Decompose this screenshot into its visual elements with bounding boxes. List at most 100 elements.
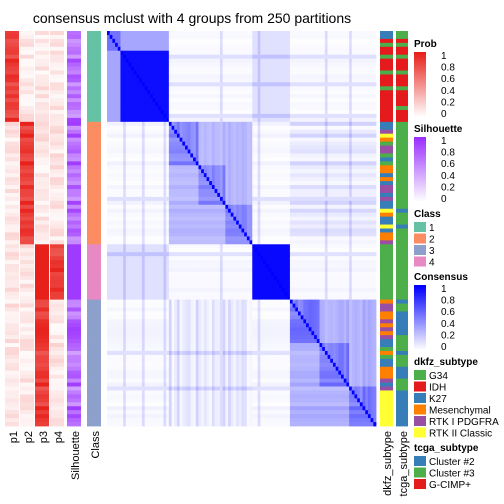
consensus-cell: [176, 141, 181, 146]
consensus-cell: [241, 185, 245, 190]
consensus-cell: [287, 149, 291, 154]
consensus-cell: [257, 145, 261, 150]
consensus-cell: [182, 66, 186, 71]
prob-cell: [35, 236, 49, 241]
consensus-cell: [349, 38, 353, 44]
consensus-cell: [236, 177, 240, 182]
consensus-cell: [185, 161, 189, 166]
consensus-cell: [349, 54, 353, 60]
consensus-cell: [316, 137, 320, 142]
consensus-cell: [139, 117, 143, 123]
consensus-cell: [300, 34, 304, 40]
prob-cell: [35, 133, 49, 139]
consensus-cell: [201, 157, 205, 162]
consensus-cell: [241, 74, 245, 79]
prob-cell: [35, 204, 49, 210]
consensus-cell: [236, 185, 240, 190]
consensus-cell: [351, 54, 355, 60]
consensus-cell: [327, 46, 331, 52]
consensus-cell: [160, 185, 164, 190]
consensus-cell: [217, 161, 221, 166]
consensus-cell: [166, 70, 170, 75]
consensus-cell: [125, 86, 129, 91]
consensus-cell: [107, 62, 111, 67]
consensus-cell: [158, 82, 162, 87]
consensus-cell: [284, 165, 288, 170]
consensus-cell: [343, 165, 347, 170]
consensus-cell: [244, 141, 248, 146]
consensus-cell: [265, 94, 269, 99]
consensus-cell: [308, 137, 312, 142]
consensus-cell: [160, 62, 164, 67]
consensus-cell: [359, 169, 363, 174]
consensus-cell: [120, 58, 124, 63]
consensus-cell: [284, 177, 288, 182]
consensus-cell: [209, 58, 213, 63]
consensus-cell: [279, 165, 283, 170]
consensus-cell: [193, 169, 197, 174]
consensus-cell: [190, 177, 194, 182]
consensus-cell: [198, 192, 202, 198]
consensus-cell: [107, 161, 111, 166]
consensus-cell: [158, 196, 162, 202]
consensus-cell: [176, 54, 181, 60]
consensus-cell: [128, 173, 132, 178]
consensus-cell: [244, 78, 248, 83]
consensus-cell: [362, 145, 366, 150]
consensus-cell: [327, 70, 331, 75]
consensus-cell: [158, 145, 162, 150]
consensus-cell: [268, 189, 272, 194]
consensus-cell: [306, 141, 310, 146]
consensus-cell: [209, 185, 213, 190]
consensus-cell: [311, 133, 315, 139]
consensus-cell: [203, 86, 207, 91]
consensus-cell: [179, 102, 183, 107]
consensus-cell: [201, 149, 205, 154]
consensus-cell: [349, 50, 353, 56]
consensus-cell: [322, 42, 326, 48]
consensus-cell: [201, 133, 205, 139]
consensus-cell: [206, 106, 210, 111]
consensus-cell: [254, 125, 259, 131]
consensus-cell: [206, 82, 210, 87]
consensus-cell: [330, 121, 334, 127]
consensus-cell: [289, 169, 294, 174]
consensus-cell: [176, 38, 181, 44]
consensus-cell: [112, 153, 116, 158]
consensus-cell: [155, 50, 159, 56]
prob-cell: [50, 70, 64, 75]
consensus-cell: [349, 90, 353, 95]
consensus-cell: [254, 133, 259, 139]
consensus-cell: [335, 129, 339, 135]
prob-cell: [20, 86, 34, 91]
consensus-cell: [332, 133, 337, 139]
consensus-cell: [117, 50, 121, 56]
consensus-cell: [120, 90, 124, 95]
consensus-cell: [281, 129, 285, 135]
consensus-cell: [115, 141, 119, 146]
consensus-cell: [112, 145, 116, 150]
consensus-cell: [236, 161, 240, 166]
consensus-cell: [152, 145, 156, 150]
consensus-cell: [136, 129, 140, 135]
consensus-cell: [287, 31, 291, 36]
consensus-cell: [314, 200, 318, 206]
consensus-cell: [254, 31, 259, 36]
consensus-cell: [284, 161, 288, 166]
prob-cell: [20, 275, 34, 281]
consensus-cell: [357, 82, 361, 87]
consensus-cell: [343, 66, 347, 71]
consensus-cell: [158, 50, 162, 56]
consensus-cell: [314, 165, 318, 170]
consensus-cell: [303, 169, 307, 174]
prob-cell: [35, 137, 49, 142]
consensus-cell: [276, 177, 280, 182]
class-cell: [87, 185, 101, 190]
prob-cell: [5, 378, 19, 383]
consensus-cell: [252, 165, 256, 170]
consensus-cell: [238, 94, 242, 99]
consensus-cell: [254, 110, 259, 115]
consensus-cell: [263, 169, 267, 174]
consensus-cell: [171, 113, 175, 119]
consensus-cell: [166, 38, 170, 44]
